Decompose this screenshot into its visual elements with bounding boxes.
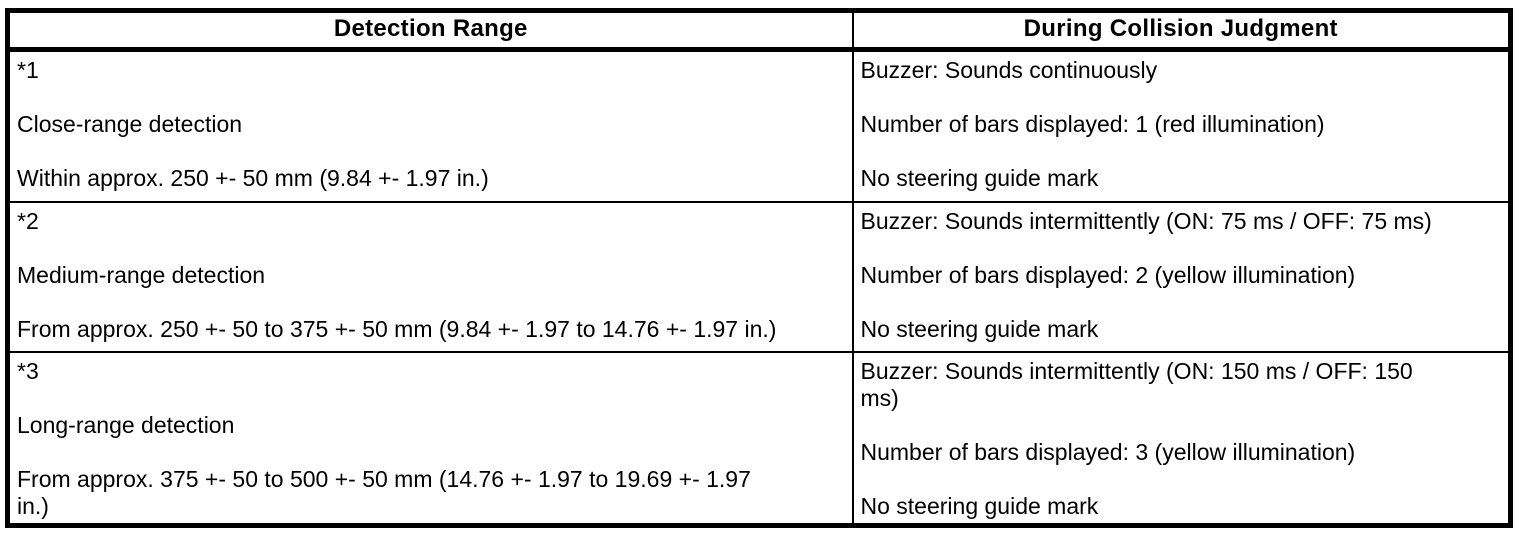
table-row-medium-range: *2 Medium-range detection From approx. 2…	[7, 200, 1511, 352]
header-during-collision-judgment: During Collision Judgment	[851, 10, 1511, 52]
detection-range-cell: *3 Long-range detection From approx. 375…	[7, 350, 853, 526]
steering-guide-status: No steering guide mark	[860, 165, 1099, 191]
range-distance: From approx. 375 +- 50 to 500 +- 50 mm (…	[17, 465, 751, 519]
steering-guide-status: No steering guide mark	[860, 492, 1099, 519]
range-name: Long-range detection	[17, 411, 235, 438]
judgment-cell: Buzzer: Sounds intermittently (ON: 150 m…	[851, 350, 1511, 526]
judgment-cell: Buzzer: Sounds continuously Number of ba…	[851, 49, 1511, 202]
footnote-marker: *2	[17, 207, 39, 234]
bars-displayed: Number of bars displayed: 2 (yellow illu…	[860, 261, 1356, 288]
buzzer-status: Buzzer: Sounds intermittently (ON: 150 m…	[860, 357, 1413, 411]
header-detection-range: Detection Range	[7, 10, 853, 52]
bars-displayed: Number of bars displayed: 3 (yellow illu…	[860, 438, 1356, 465]
range-distance: Within approx. 250 +- 50 mm (9.84 +- 1.9…	[17, 165, 489, 191]
detection-range-cell: *2 Medium-range detection From approx. 2…	[7, 200, 853, 352]
detection-range-table: Detection Range During Collision Judgmen…	[5, 8, 1513, 528]
header-row: Detection Range During Collision Judgmen…	[7, 10, 1511, 52]
footnote-marker: *3	[17, 357, 39, 384]
range-name: Medium-range detection	[17, 261, 266, 288]
buzzer-status: Buzzer: Sounds intermittently (ON: 75 ms…	[860, 207, 1432, 234]
detection-range-cell: *1 Close-range detection Within approx. …	[8, 50, 853, 202]
judgment-cell: Buzzer: Sounds intermittently (ON: 75 ms…	[851, 200, 1511, 352]
buzzer-status: Buzzer: Sounds continuously	[860, 57, 1158, 83]
bars-displayed: Number of bars displayed: 1 (red illumin…	[860, 111, 1325, 137]
steering-guide-status: No steering guide mark	[860, 315, 1099, 342]
range-distance: From approx. 250 +- 50 to 375 +- 50 mm (…	[17, 315, 777, 342]
range-name: Close-range detection	[17, 111, 243, 137]
table-row-close-range: *1 Close-range detection Within approx. …	[8, 49, 1511, 202]
table-row-long-range: *3 Long-range detection From approx. 375…	[7, 350, 1511, 526]
footnote-marker: *1	[17, 57, 39, 83]
